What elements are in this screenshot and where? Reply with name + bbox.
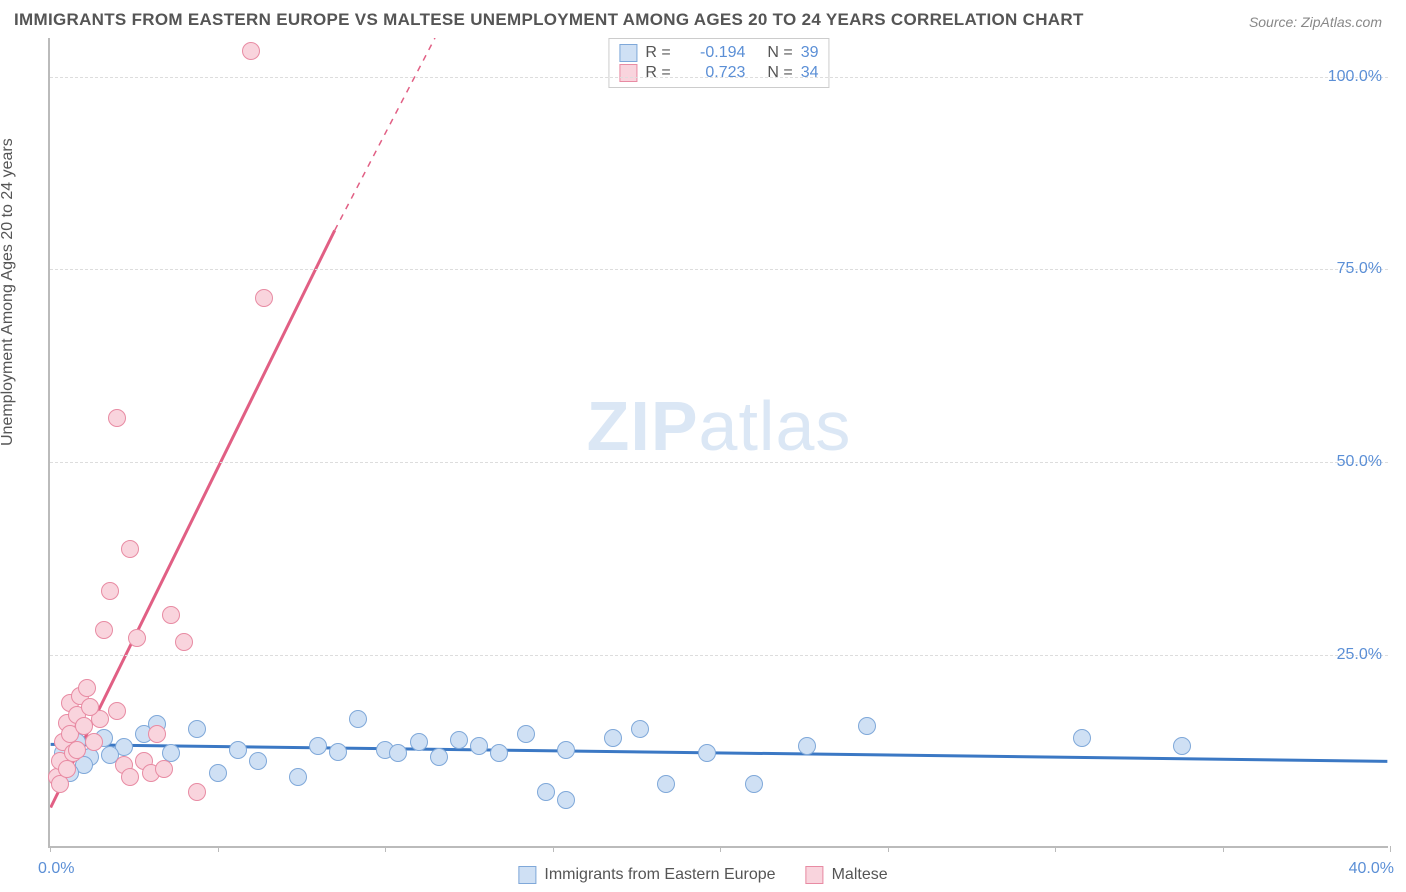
y-tick-label: 75.0% bbox=[1337, 260, 1382, 278]
scatter-point-blue bbox=[1073, 729, 1091, 747]
scatter-point-blue bbox=[698, 744, 716, 762]
scatter-point-blue bbox=[430, 748, 448, 766]
scatter-point-blue bbox=[745, 775, 763, 793]
legend-swatch bbox=[806, 866, 824, 884]
trend-lines-layer bbox=[50, 38, 1388, 846]
scatter-point-blue bbox=[604, 729, 622, 747]
y-axis-title: Unemployment Among Ages 20 to 24 years bbox=[0, 138, 17, 446]
scatter-point-pink bbox=[108, 702, 126, 720]
chart-title: IMMIGRANTS FROM EASTERN EUROPE VS MALTES… bbox=[14, 10, 1084, 30]
scatter-point-blue bbox=[557, 741, 575, 759]
legend-stats-row: R = -0.194 N = 39 bbox=[619, 43, 818, 63]
x-tick bbox=[385, 846, 386, 852]
scatter-point-blue bbox=[490, 744, 508, 762]
legend-series-item: Immigrants from Eastern Europe bbox=[518, 866, 775, 884]
gridline bbox=[50, 655, 1388, 656]
scatter-point-blue bbox=[329, 743, 347, 761]
scatter-point-pink bbox=[58, 760, 76, 778]
scatter-point-blue bbox=[517, 725, 535, 743]
scatter-point-blue bbox=[389, 744, 407, 762]
scatter-point-pink bbox=[128, 629, 146, 647]
x-tick-label-40: 40.0% bbox=[1349, 860, 1394, 878]
watermark: ZIPatlas bbox=[587, 386, 852, 466]
scatter-point-pink bbox=[101, 582, 119, 600]
scatter-point-blue bbox=[349, 710, 367, 728]
gridline bbox=[50, 269, 1388, 270]
x-tick bbox=[50, 846, 51, 852]
legend-series: Immigrants from Eastern Europe Maltese bbox=[518, 866, 887, 884]
x-tick bbox=[218, 846, 219, 852]
n-value: 39 bbox=[801, 44, 819, 62]
r-label: R = bbox=[645, 64, 677, 82]
scatter-point-blue bbox=[188, 720, 206, 738]
scatter-point-pink bbox=[148, 725, 166, 743]
scatter-point-pink bbox=[85, 733, 103, 751]
gridline bbox=[50, 462, 1388, 463]
n-label: N = bbox=[767, 44, 792, 62]
y-tick-label: 25.0% bbox=[1337, 646, 1382, 664]
scatter-point-blue bbox=[450, 731, 468, 749]
source-value: ZipAtlas.com bbox=[1301, 14, 1382, 30]
scatter-point-blue bbox=[1173, 737, 1191, 755]
scatter-point-pink bbox=[51, 775, 69, 793]
legend-stats: R = -0.194 N = 39 R = 0.723 N = 34 bbox=[608, 38, 829, 88]
scatter-point-pink bbox=[162, 606, 180, 624]
scatter-point-pink bbox=[188, 783, 206, 801]
scatter-point-pink bbox=[68, 741, 86, 759]
x-tick bbox=[720, 846, 721, 852]
x-tick bbox=[1223, 846, 1224, 852]
scatter-point-blue bbox=[470, 737, 488, 755]
trend-line bbox=[335, 38, 435, 230]
scatter-point-blue bbox=[557, 791, 575, 809]
x-tick bbox=[888, 846, 889, 852]
plot-area: ZIPatlas R = -0.194 N = 39 R = 0.723 N = 34… bbox=[48, 38, 1388, 848]
watermark-zip: ZIP bbox=[587, 387, 699, 465]
scatter-point-pink bbox=[121, 540, 139, 558]
scatter-point-blue bbox=[798, 737, 816, 755]
scatter-point-blue bbox=[209, 764, 227, 782]
source-attribution: Source: ZipAtlas.com bbox=[1249, 14, 1382, 30]
scatter-point-pink bbox=[155, 760, 173, 778]
scatter-point-pink bbox=[242, 42, 260, 60]
watermark-atlas: atlas bbox=[699, 387, 852, 465]
x-tick bbox=[553, 846, 554, 852]
scatter-point-blue bbox=[289, 768, 307, 786]
scatter-point-blue bbox=[309, 737, 327, 755]
legend-stats-row: R = 0.723 N = 34 bbox=[619, 63, 818, 83]
scatter-point-pink bbox=[121, 768, 139, 786]
x-tick bbox=[1055, 846, 1056, 852]
r-label: R = bbox=[645, 44, 677, 62]
scatter-point-pink bbox=[95, 621, 113, 639]
scatter-point-blue bbox=[537, 783, 555, 801]
gridline bbox=[50, 77, 1388, 78]
legend-series-label: Maltese bbox=[832, 866, 888, 884]
legend-series-item: Maltese bbox=[806, 866, 888, 884]
scatter-point-blue bbox=[631, 720, 649, 738]
scatter-point-blue bbox=[229, 741, 247, 759]
scatter-point-blue bbox=[858, 717, 876, 735]
legend-series-label: Immigrants from Eastern Europe bbox=[544, 866, 775, 884]
scatter-point-blue bbox=[249, 752, 267, 770]
scatter-point-pink bbox=[108, 409, 126, 427]
scatter-point-pink bbox=[81, 698, 99, 716]
legend-swatch bbox=[619, 64, 637, 82]
scatter-point-pink bbox=[175, 633, 193, 651]
scatter-point-blue bbox=[410, 733, 428, 751]
n-label: N = bbox=[767, 64, 792, 82]
x-tick-label-0: 0.0% bbox=[38, 860, 74, 878]
y-tick-label: 50.0% bbox=[1337, 453, 1382, 471]
scatter-point-pink bbox=[255, 289, 273, 307]
scatter-point-pink bbox=[78, 679, 96, 697]
source-label: Source: bbox=[1249, 14, 1301, 30]
scatter-point-blue bbox=[657, 775, 675, 793]
y-tick-label: 100.0% bbox=[1328, 68, 1382, 86]
legend-swatch bbox=[619, 44, 637, 62]
r-value: 0.723 bbox=[685, 64, 745, 82]
n-value: 34 bbox=[801, 64, 819, 82]
x-tick bbox=[1390, 846, 1391, 852]
r-value: -0.194 bbox=[685, 44, 745, 62]
legend-swatch bbox=[518, 866, 536, 884]
